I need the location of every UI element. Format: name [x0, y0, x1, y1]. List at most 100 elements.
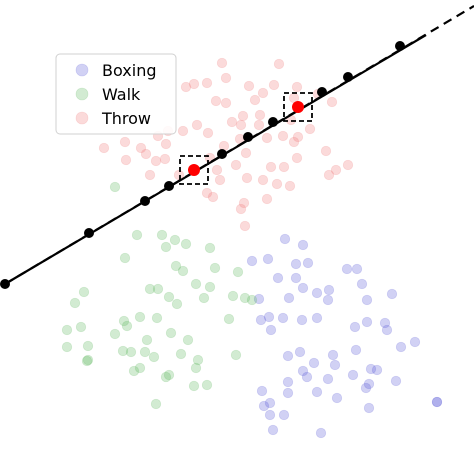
point-boxing — [290, 258, 302, 270]
scatter-points-layer — [61, 57, 443, 439]
point-throw — [277, 130, 289, 142]
line-node — [268, 117, 278, 127]
point-walk — [170, 260, 182, 272]
point-walk — [61, 341, 73, 353]
point-walk — [223, 313, 235, 325]
point-walk — [209, 262, 221, 274]
point-boxing — [264, 409, 276, 421]
point-boxing — [349, 321, 361, 333]
point-boxing — [253, 293, 265, 305]
point-boxing — [331, 392, 343, 404]
point-walk — [75, 321, 87, 333]
point-boxing — [258, 400, 270, 412]
point-boxing — [329, 359, 341, 371]
point-boxing — [322, 373, 334, 385]
point-throw — [202, 127, 214, 139]
point-boxing — [347, 369, 359, 381]
point-throw — [207, 191, 219, 203]
point-throw — [292, 131, 304, 143]
point-boxing — [371, 364, 383, 376]
point-boxing — [282, 376, 294, 388]
solid-line — [4, 34, 427, 285]
point-boxing — [361, 316, 373, 328]
highlight-box — [283, 92, 313, 122]
point-walk — [160, 371, 172, 383]
point-throw — [150, 155, 162, 167]
point-walk — [177, 265, 189, 277]
point-throw — [268, 79, 280, 91]
point-walk — [109, 181, 121, 193]
point-walk — [171, 298, 183, 310]
point-throw — [261, 193, 273, 205]
point-throw — [288, 136, 300, 148]
point-throw — [177, 125, 189, 137]
point-boxing — [350, 344, 362, 356]
point-throw — [239, 220, 251, 232]
point-throw — [241, 172, 253, 184]
point-throw — [210, 95, 222, 107]
point-boxing — [341, 263, 353, 275]
legend-marker-walk — [75, 87, 89, 101]
point-boxing — [431, 396, 443, 408]
point-boxing — [265, 324, 277, 336]
highlight-point — [188, 164, 200, 176]
point-walk — [201, 379, 213, 391]
legend-box — [55, 53, 177, 135]
point-walk — [148, 351, 160, 363]
point-boxing — [302, 257, 314, 269]
point-throw — [214, 174, 226, 186]
legend-label-throw: Throw — [101, 109, 151, 128]
point-walk — [192, 354, 204, 366]
point-boxing — [315, 427, 327, 439]
point-walk — [119, 252, 131, 264]
line-node — [395, 41, 405, 51]
point-boxing — [365, 363, 377, 375]
point-throw — [257, 87, 269, 99]
point-boxing — [322, 294, 334, 306]
point-walk — [160, 241, 172, 253]
point-walk — [121, 320, 133, 332]
point-walk — [117, 345, 129, 357]
point-throw — [278, 161, 290, 173]
point-throw — [160, 138, 172, 150]
point-boxing — [290, 272, 302, 284]
point-boxing — [361, 294, 373, 306]
point-throw — [119, 136, 131, 148]
point-walk — [232, 266, 244, 278]
point-throw — [253, 119, 265, 131]
point-throw — [201, 77, 213, 89]
point-boxing — [297, 282, 309, 294]
point-throw — [188, 78, 200, 90]
point-walk — [156, 229, 168, 241]
highlight-box — [179, 155, 209, 185]
point-throw — [273, 58, 285, 70]
point-throw — [201, 187, 213, 199]
point-boxing — [283, 292, 295, 304]
point-boxing — [279, 233, 291, 245]
point-walk — [82, 354, 94, 366]
point-boxing — [296, 314, 308, 326]
point-walk — [134, 311, 146, 323]
point-throw — [191, 119, 203, 131]
point-throw — [120, 154, 132, 166]
point-walk — [190, 362, 202, 374]
point-boxing — [381, 324, 393, 336]
legend: Boxing Walk Throw — [55, 53, 177, 135]
point-boxing — [301, 371, 313, 383]
point-boxing — [323, 284, 335, 296]
point-walk — [151, 312, 163, 324]
point-boxing — [282, 387, 294, 399]
line-node — [164, 181, 174, 191]
point-walk — [163, 291, 175, 303]
point-boxing — [264, 397, 276, 409]
point-throw — [211, 164, 223, 176]
point-walk — [165, 327, 177, 339]
point-walk — [150, 398, 162, 410]
point-walk — [139, 346, 151, 358]
point-throw — [238, 197, 250, 209]
point-throw — [257, 174, 269, 186]
point-boxing — [363, 402, 375, 414]
point-boxing — [363, 378, 375, 390]
point-throw — [98, 142, 110, 154]
